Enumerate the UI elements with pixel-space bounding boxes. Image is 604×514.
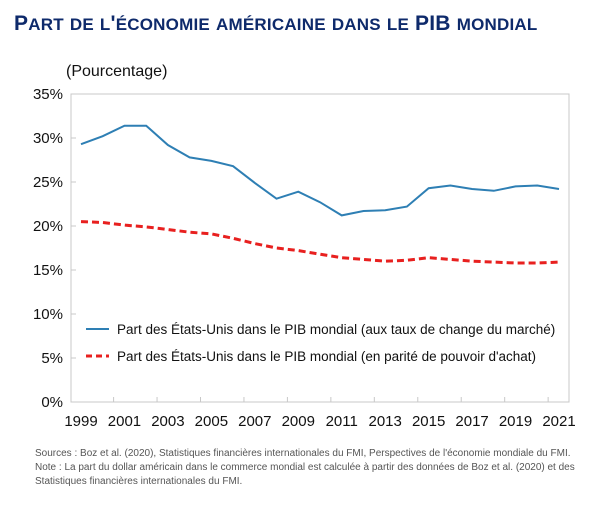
x-tick-label: 2005 [195,413,228,430]
legend-label: Part des États-Unis dans le PIB mondial … [117,322,555,337]
y-tick-label: 35% [33,86,63,103]
line-chart: (Pourcentage) 0% 5% 10% 15% 20% 25% 30% 35% 1999 2… [33,63,576,430]
x-tick-label: 2011 [326,413,358,430]
note-text: Note : La part du dollar américain dans … [35,462,575,487]
sources-note: Sources : Boz et al. (2020), Statistique… [35,448,571,459]
x-tick-label: 2009 [282,413,315,430]
y-tick-label: 20% [33,218,63,235]
x-tick-label: 1999 [64,413,97,430]
x-tick-label: 2017 [455,413,488,430]
plot-frame [70,93,570,403]
series-line-2 [80,220,560,265]
y-tick-label: 15% [33,262,63,279]
y-tick-label: 25% [33,174,63,191]
x-tick-label: 2001 [108,413,141,430]
series-line-1 [80,124,560,217]
x-tick-label: 2015 [412,413,445,430]
chart-notes: Sources : Boz et al. (2020), Statistique… [35,447,595,489]
x-tick-label: 2007 [238,413,271,430]
y-tick-label: 0% [41,394,63,411]
y-tick-label: 10% [33,306,63,323]
x-tick-label: 2021 [542,413,575,430]
y-axis-label: (Pourcentage) [66,63,167,80]
x-tick-label: 2019 [499,413,532,430]
y-tick-label: 5% [41,350,63,367]
y-tick-label: 30% [33,130,63,147]
legend-label: Part des États-Unis dans le PIB mondial … [117,349,536,364]
chart-title: PART DE L'ÉCONOMIE AMÉRICAINE DANS LE PI… [14,12,538,35]
x-tick-label: 2013 [368,413,401,430]
x-tick-label: 2003 [151,413,184,430]
